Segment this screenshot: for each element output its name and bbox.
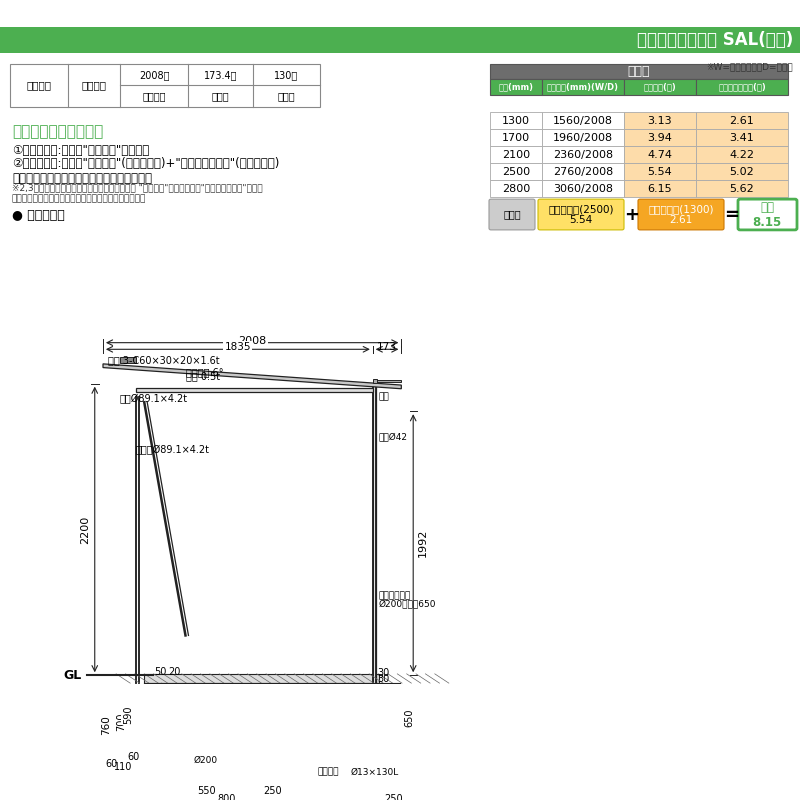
Text: 760: 760 — [102, 716, 111, 735]
Text: 基本棟間口(2500)
5.54: 基本棟間口(2500) 5.54 — [548, 204, 614, 226]
Text: 173.4㎜: 173.4㎜ — [204, 70, 238, 80]
Text: =: = — [725, 206, 739, 223]
Text: Ø13×130L: Ø13×130L — [350, 767, 398, 776]
Text: 3.94: 3.94 — [647, 133, 673, 142]
Text: 4.74: 4.74 — [647, 150, 673, 160]
Text: ● 基本寸法図: ● 基本寸法図 — [12, 210, 65, 222]
Text: 2200: 2200 — [80, 515, 90, 543]
Text: 700: 700 — [116, 712, 126, 730]
Text: 連棟時追加面積(㎡): 連棟時追加面積(㎡) — [718, 82, 766, 92]
Text: 合計
8.15: 合計 8.15 — [752, 201, 782, 229]
Bar — [348, 752, 381, 760]
Text: 1300: 1300 — [502, 115, 530, 126]
Text: 5.02: 5.02 — [730, 166, 754, 177]
Bar — [624, 163, 696, 180]
Text: 間口(mm): 間口(mm) — [498, 82, 534, 92]
Text: 2008㎜: 2008㎜ — [138, 70, 170, 80]
Text: 550: 550 — [197, 786, 215, 796]
Text: 30: 30 — [378, 668, 390, 678]
Bar — [0, 27, 800, 53]
Bar — [373, 379, 377, 383]
Text: 後柱　Ø89.1×4.2t: 後柱 Ø89.1×4.2t — [136, 445, 210, 455]
Text: 2008: 2008 — [238, 336, 266, 346]
Text: 590: 590 — [122, 705, 133, 723]
Text: 面積表: 面積表 — [628, 66, 650, 78]
Text: 屋根奥行: 屋根奥行 — [142, 91, 166, 101]
Text: 60: 60 — [105, 759, 118, 769]
Bar — [490, 129, 542, 146]
Text: 2.61: 2.61 — [730, 115, 754, 126]
Text: 2500: 2500 — [502, 166, 530, 177]
Text: 250: 250 — [384, 794, 402, 800]
Bar — [490, 112, 542, 129]
Text: 20: 20 — [168, 667, 180, 677]
Text: 30: 30 — [378, 674, 390, 684]
Bar — [696, 180, 788, 198]
Text: 方持ち型: 方持ち型 — [82, 81, 106, 90]
Bar — [144, 674, 378, 683]
Text: 2760/2008: 2760/2008 — [553, 166, 613, 177]
Bar — [144, 674, 378, 683]
Text: 173: 173 — [377, 342, 397, 352]
Text: Ø200　深さ650: Ø200 深さ650 — [378, 599, 436, 608]
Text: 60: 60 — [128, 752, 140, 762]
Bar — [136, 388, 373, 392]
Text: 130㎜: 130㎜ — [274, 70, 298, 80]
Text: 3.41: 3.41 — [730, 133, 754, 142]
Text: かんぜし: かんぜし — [318, 767, 339, 776]
Text: 軒の出: 軒の出 — [212, 91, 230, 101]
Bar — [161, 752, 194, 760]
Bar — [348, 744, 381, 760]
Bar — [696, 129, 788, 146]
Text: 800: 800 — [218, 794, 236, 800]
FancyBboxPatch shape — [489, 199, 535, 230]
Text: 屋根寸法(mm)(W/D): 屋根寸法(mm)(W/D) — [547, 82, 619, 92]
Bar — [624, 112, 696, 129]
Text: 1835: 1835 — [225, 342, 251, 352]
Text: 6.15: 6.15 — [648, 184, 672, 194]
Text: ※W=屋根の全長、D=奥行き: ※W=屋根の全長、D=奥行き — [706, 62, 793, 71]
Text: +: + — [625, 206, 639, 223]
Bar — [624, 146, 696, 163]
Bar — [696, 112, 788, 129]
Text: 3060/2008: 3060/2008 — [553, 184, 613, 194]
Text: ※2,3連棟それ以上の連棟につきましても右図の "単棟面積"を元として、"連棟時追加面積"のみを
　追加して頂ければ、面積を算出することが出来ます。: ※2,3連棟それ以上の連棟につきましても右図の "単棟面積"を元として、"連棟時… — [12, 184, 262, 203]
Text: 2360/2008: 2360/2008 — [553, 150, 613, 160]
Text: 面積算出方法について: 面積算出方法について — [12, 124, 103, 139]
Bar — [542, 79, 624, 95]
Text: 竪樋Ø42: 竪樋Ø42 — [378, 432, 407, 442]
Bar — [119, 358, 136, 362]
Bar — [542, 129, 624, 146]
Text: 1992: 1992 — [418, 529, 428, 558]
Text: 参考例: 参考例 — [503, 210, 521, 219]
Bar — [373, 384, 376, 775]
Text: 単棟面積(㎡): 単棟面積(㎡) — [644, 82, 676, 92]
Text: 5.54: 5.54 — [648, 166, 672, 177]
Text: 梁　Ø89.1×4.2t: 梁 Ø89.1×4.2t — [119, 394, 188, 405]
Text: ②連棟の場合:右図の"単棟面積"(基本棟間口)+"連棟時追加面積"(追加棟間口)
　　　　　　　　で面積の算出が出来ます。: ②連棟の場合:右図の"単棟面積"(基本棟間口)+"連棟時追加面積"(追加棟間口)… — [12, 158, 279, 186]
Bar — [490, 64, 788, 79]
Text: ボイド抜き穴: ボイド抜き穴 — [378, 591, 411, 600]
Text: 1560/2008: 1560/2008 — [553, 115, 613, 126]
Text: Ø200: Ø200 — [194, 755, 218, 765]
Text: 2800: 2800 — [502, 184, 530, 194]
Bar — [542, 163, 624, 180]
Bar — [696, 79, 788, 95]
FancyBboxPatch shape — [638, 199, 724, 230]
Text: 2100: 2100 — [502, 150, 530, 160]
Bar — [542, 180, 624, 198]
Bar — [624, 129, 696, 146]
Bar — [490, 180, 542, 198]
Text: 5.62: 5.62 — [730, 184, 754, 194]
Text: 妻の出: 妻の出 — [278, 91, 295, 101]
Text: 1700: 1700 — [502, 133, 530, 142]
Text: 4.22: 4.22 — [730, 150, 754, 160]
Text: ①単棟の場合:右図の"単棟面積"を参照。: ①単棟の場合:右図の"単棟面積"を参照。 — [12, 143, 150, 157]
Text: 3.13: 3.13 — [648, 115, 672, 126]
Bar — [490, 79, 542, 95]
Bar — [373, 380, 402, 382]
Bar — [490, 146, 542, 163]
Bar — [542, 146, 624, 163]
Bar — [696, 163, 788, 180]
Bar — [624, 180, 696, 198]
